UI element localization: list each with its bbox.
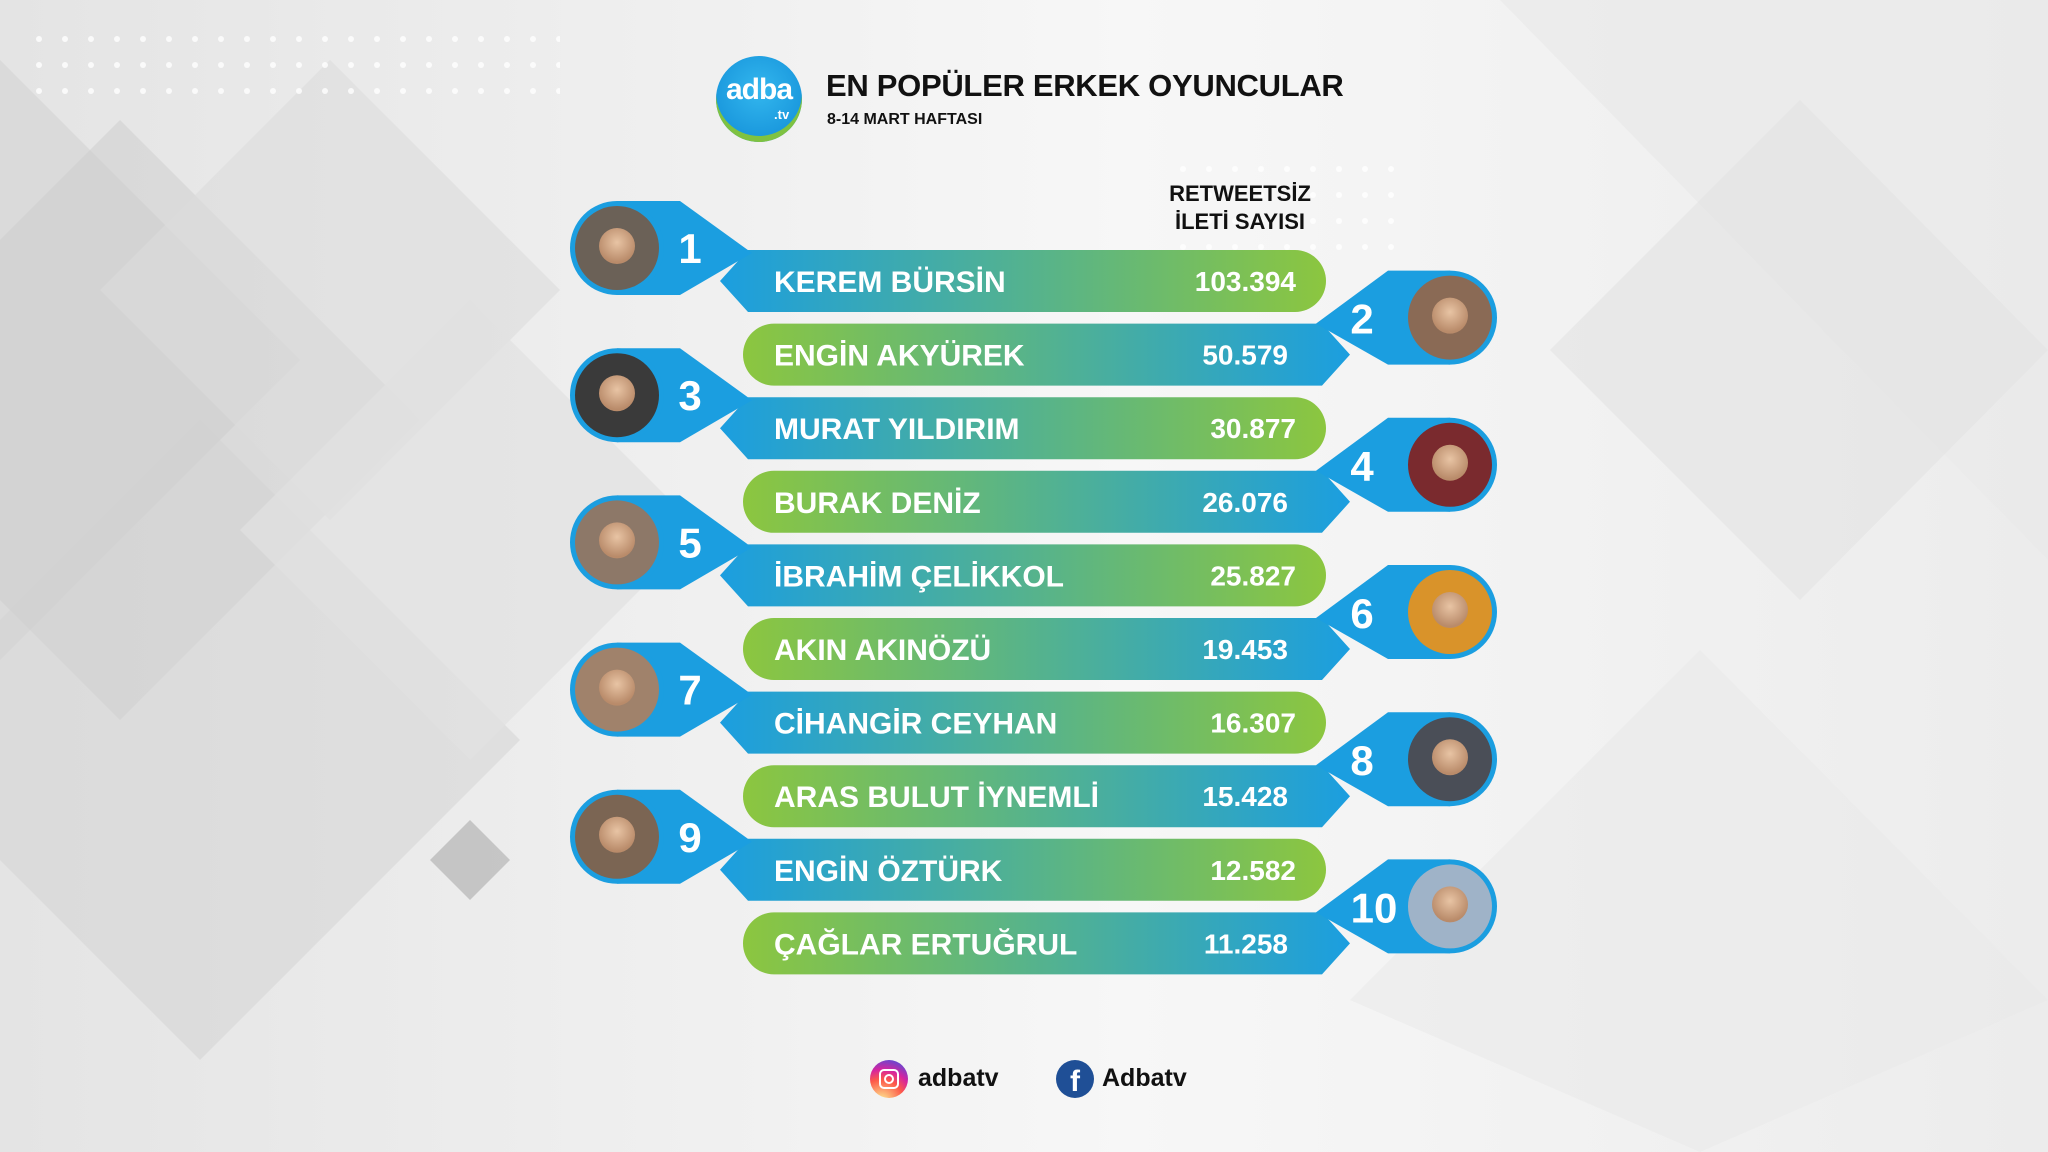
ranking-row: 3 MURAT YILDIRIM 30.877 [570, 348, 1326, 460]
ranking-row: 1 KEREM BÜRSİN 103.394 [570, 201, 1326, 312]
ranking-row: 7 CİHANGİR CEYHAN 16.307 [570, 642, 1326, 754]
ranking-bar [720, 250, 1326, 312]
ranking-bar [720, 397, 1326, 460]
actor-value: 50.579 [1202, 340, 1288, 371]
actor-name: CİHANGİR CEYHAN [774, 708, 1057, 741]
rank-number: 2 [1350, 296, 1373, 343]
rank-number: 5 [678, 519, 701, 566]
avatar-face [1432, 444, 1468, 481]
ranking-row: 10 ÇAĞLAR ERTUĞRUL 11.258 [743, 859, 1497, 975]
ranking-bar [743, 765, 1350, 828]
value-column-header-line2: İLETİ SAYISI [1174, 209, 1305, 234]
page-title: EN POPÜLER ERKEK OYUNCULAR [826, 68, 1344, 103]
facebook-icon[interactable]: f [1056, 1060, 1094, 1098]
ranking-row: 4 BURAK DENİZ 26.076 [743, 417, 1497, 533]
avatar-face [599, 375, 635, 412]
avatar-face [1432, 297, 1468, 334]
logo-subtext: .tv [774, 107, 790, 122]
ranking-row: 9 ENGİN ÖZTÜRK 12.582 [570, 789, 1326, 901]
rank-number: 1 [678, 225, 701, 272]
facebook-handle[interactable]: Adbatv [1102, 1064, 1187, 1092]
adba-logo: adba .tv [716, 56, 802, 142]
logo-text: adba [725, 73, 793, 106]
avatar-face [1432, 592, 1468, 628]
avatar-face [1432, 739, 1468, 776]
actor-value: 15.428 [1202, 781, 1288, 812]
actor-value: 30.877 [1210, 413, 1296, 444]
social-footer: adbatv f Adbatv [870, 1058, 1210, 1102]
actor-name: ENGİN AKYÜREK [774, 340, 1025, 373]
ranking-bar [743, 912, 1350, 975]
avatar-face [599, 522, 635, 559]
ranking-row: 6 AKIN AKINÖZÜ 19.453 [743, 565, 1497, 680]
ranking-bar [743, 323, 1350, 386]
actor-name: ÇAĞLAR ERTUĞRUL [774, 927, 1077, 961]
actor-value: 25.827 [1210, 560, 1296, 591]
instagram-handle[interactable]: adbatv [918, 1064, 999, 1092]
ranking-bar [720, 691, 1326, 754]
actor-name: KEREM BÜRSİN [774, 266, 1006, 299]
actor-value: 11.258 [1204, 928, 1288, 959]
value-column-header: RETWEETSİZ İLETİ SAYISI [1140, 180, 1340, 236]
avatar-face [599, 228, 635, 264]
ranking-row: 2 ENGİN AKYÜREK 50.579 [743, 270, 1497, 386]
instagram-icon[interactable] [870, 1060, 908, 1098]
rank-number: 3 [678, 372, 701, 419]
page-subtitle: 8-14 MART HAFTASI [827, 111, 983, 128]
actor-value: 16.307 [1210, 708, 1296, 739]
avatar-face [1432, 886, 1468, 923]
ranking-row: 5 İBRAHİM ÇELİKKOL 25.827 [570, 495, 1326, 607]
actor-value: 26.076 [1202, 487, 1288, 518]
actor-name: BURAK DENİZ [774, 487, 981, 520]
avatar-face [599, 669, 635, 706]
ranking-row: 8 ARAS BULUT İYNEMLİ 15.428 [743, 712, 1497, 828]
rank-number: 10 [1351, 884, 1398, 931]
actor-name: MURAT YILDIRIM [774, 413, 1020, 446]
ranking-bar [720, 838, 1326, 901]
rank-number: 4 [1350, 443, 1374, 490]
ranking-bar [743, 618, 1350, 680]
actor-name: İBRAHİM ÇELİKKOL [774, 560, 1064, 593]
avatar-face [599, 816, 635, 853]
actor-value: 103.394 [1195, 266, 1297, 297]
actor-value: 12.582 [1210, 855, 1296, 886]
value-column-header-line1: RETWEETSİZ [1169, 181, 1311, 206]
rank-number: 6 [1350, 590, 1373, 637]
rank-number: 9 [678, 814, 701, 861]
rank-number: 8 [1350, 737, 1373, 784]
ranking-bar [720, 544, 1326, 607]
actor-name: ARAS BULUT İYNEMLİ [774, 781, 1099, 814]
actor-value: 19.453 [1202, 634, 1288, 665]
rank-number: 7 [678, 667, 701, 714]
actor-name: AKIN AKINÖZÜ [774, 634, 991, 667]
actor-name: ENGİN ÖZTÜRK [774, 855, 1003, 888]
ranking-bar [743, 470, 1350, 533]
